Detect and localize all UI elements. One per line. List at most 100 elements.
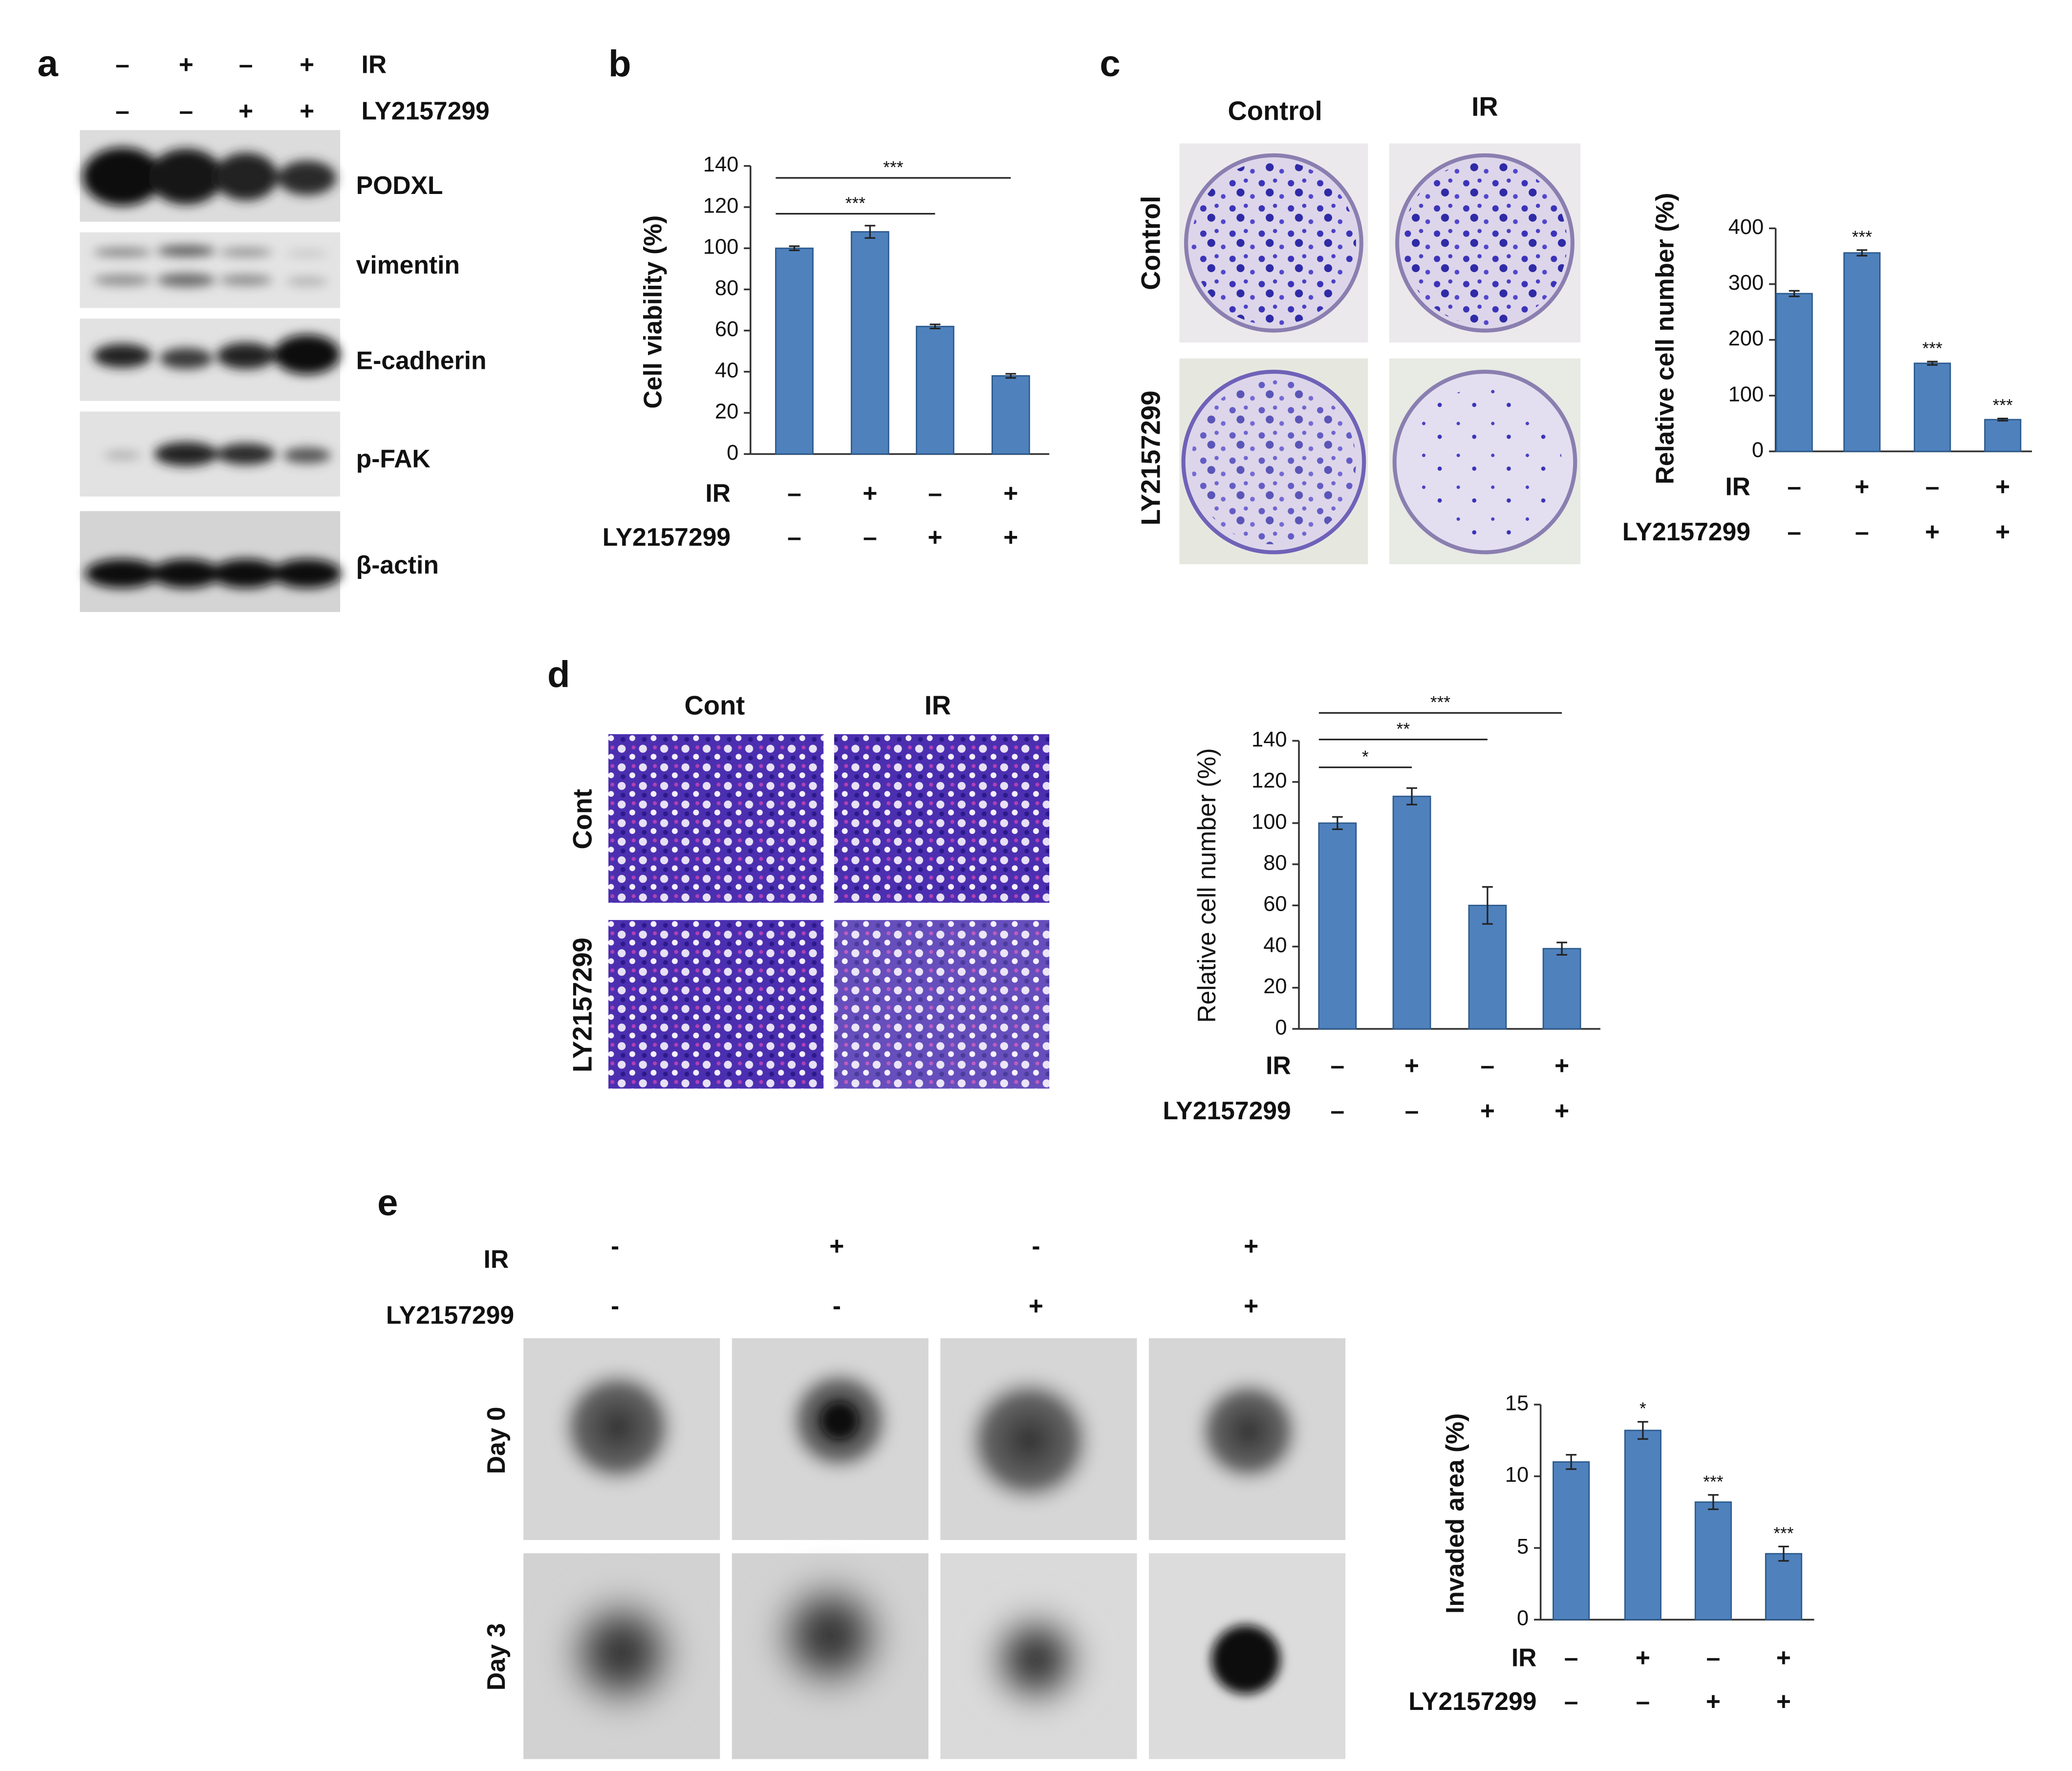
- condition-label: LY2157299: [362, 97, 490, 125]
- condition-label: IR: [484, 1245, 509, 1273]
- band-label: p-FAK: [356, 445, 431, 473]
- bands: [85, 559, 342, 588]
- spheroid-core: [820, 1402, 858, 1439]
- band-label: E-cadherin: [356, 346, 487, 374]
- significance-label: **: [1397, 720, 1410, 739]
- y-tick-label: 0: [727, 441, 738, 465]
- condition-sign: –: [1925, 472, 1940, 501]
- band-label: vimentin: [356, 251, 460, 279]
- y-tick-label: 400: [1728, 215, 1764, 239]
- row-label: LY2157299: [1136, 391, 1166, 526]
- error-bar: [789, 245, 800, 251]
- y-tick-label: 10: [1505, 1463, 1529, 1487]
- significance-label: ***: [1922, 339, 1942, 358]
- error-bar: [929, 323, 941, 330]
- condition-sign: +: [1776, 1643, 1791, 1671]
- significance-label: ***: [1703, 1472, 1723, 1492]
- condition-label: LY2157299: [1408, 1687, 1536, 1715]
- condition-sign: –: [787, 523, 801, 551]
- condition-label: LY2157299: [1622, 517, 1750, 546]
- condition-sign: +: [1995, 472, 2010, 501]
- condition-label: LY2157299: [386, 1301, 514, 1329]
- bar: [1765, 1553, 1802, 1621]
- y-axis-label: Invaded area (%): [1441, 1413, 1469, 1614]
- error-bar: [1566, 1454, 1576, 1470]
- condition-sign: +: [300, 50, 314, 79]
- condition-sign: –: [1564, 1643, 1578, 1671]
- condition-sign: –: [863, 523, 877, 551]
- colonies: [1191, 160, 1356, 325]
- row-label: Cont: [567, 789, 597, 850]
- bar: [1542, 948, 1581, 1030]
- condition-sign: -: [833, 1291, 841, 1320]
- significance-label: *: [1640, 1399, 1646, 1418]
- condition-sign: +: [829, 1232, 844, 1260]
- panel-label: a: [38, 43, 59, 85]
- y-tick-label: 200: [1728, 327, 1764, 350]
- condition-label: IR: [1266, 1051, 1291, 1079]
- column-label: IR: [925, 691, 951, 721]
- condition-sign: –: [239, 50, 253, 79]
- y-tick-label: 120: [1252, 769, 1287, 792]
- y-tick-label: 20: [715, 400, 738, 424]
- panel-label: e: [377, 1182, 398, 1223]
- condition-sign: +: [863, 479, 877, 507]
- colonies: [1191, 380, 1356, 545]
- condition-sign: +: [1706, 1687, 1721, 1715]
- bar: [1843, 252, 1881, 452]
- y-tick-label: 100: [1252, 810, 1287, 833]
- y-tick-label: 100: [1728, 383, 1764, 406]
- bands: [82, 147, 336, 206]
- panel-label: d: [547, 654, 570, 695]
- y-tick-label: 140: [703, 153, 739, 176]
- error-bar: [1856, 249, 1868, 256]
- colonies: [1407, 387, 1562, 542]
- bar: [1914, 363, 1951, 452]
- spheroid: [1188, 1371, 1309, 1491]
- panel-label: c: [1100, 43, 1120, 85]
- condition-sign: +: [1003, 479, 1018, 507]
- condition-sign: –: [1564, 1687, 1578, 1715]
- bar: [1624, 1430, 1662, 1621]
- condition-sign: +: [179, 50, 194, 79]
- bar: [1553, 1461, 1590, 1621]
- condition-sign: +: [1855, 472, 1869, 501]
- row-label: Day 3: [482, 1623, 510, 1690]
- significance-label: ***: [1852, 228, 1872, 247]
- y-tick-label: 0: [1517, 1607, 1529, 1630]
- condition-sign: +: [1244, 1232, 1258, 1260]
- condition-label: IR: [705, 479, 731, 507]
- error-bar: [1482, 886, 1493, 925]
- y-axis-label: Relative cell number (%): [1192, 748, 1221, 1023]
- condition-label: LY2157299: [603, 523, 731, 551]
- band-label: β-actin: [356, 551, 439, 579]
- colony-images: [1179, 143, 1581, 564]
- condition-label: LY2157299: [1163, 1096, 1291, 1125]
- bar: [775, 247, 814, 455]
- bands: [93, 245, 328, 287]
- significance-label: ***: [1773, 1524, 1793, 1543]
- condition-sign: +: [1554, 1096, 1569, 1125]
- condition-sign: -: [1032, 1232, 1040, 1260]
- error-bar: [1997, 417, 2008, 422]
- condition-sign: +: [1244, 1291, 1258, 1320]
- error-bar: [1789, 290, 1800, 298]
- significance-label: ***: [1430, 693, 1450, 712]
- condition-sign: –: [1330, 1096, 1344, 1125]
- error-bar: [1927, 361, 1938, 366]
- image: [834, 734, 1050, 903]
- spheroid: [551, 1361, 684, 1494]
- bar: [1694, 1501, 1732, 1621]
- condition-sign: –: [1706, 1643, 1721, 1671]
- panel-label: b: [608, 43, 631, 85]
- y-tick-label: 80: [715, 277, 738, 300]
- spheroid: [542, 1573, 702, 1733]
- condition-sign: +: [928, 523, 942, 551]
- image: [834, 920, 1050, 1089]
- error-bar: [1005, 373, 1016, 379]
- condition-sign: –: [1481, 1051, 1495, 1079]
- bar: [1392, 795, 1431, 1030]
- image: [608, 920, 824, 1089]
- y-tick-label: 0: [1275, 1016, 1287, 1039]
